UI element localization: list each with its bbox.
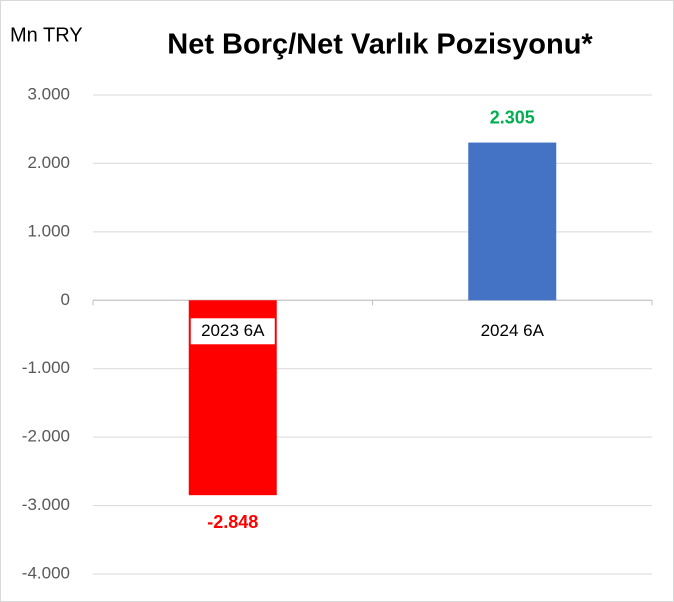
y-tick-label: -2.000 (22, 427, 70, 446)
bar (468, 142, 557, 301)
y-tick-label: -3.000 (22, 495, 70, 514)
x-label-bg (190, 318, 275, 345)
y-tick-label: -4.000 (22, 563, 70, 582)
x-tick-label: 2023 6A (201, 321, 265, 340)
y-tick-label: 0 (61, 290, 70, 309)
value-label: 2.305 (490, 107, 535, 127)
value-label: -2.848 (207, 512, 258, 532)
y-axis-label: Mn TRY (10, 24, 83, 46)
x-tick-label: 2024 6A (481, 321, 545, 340)
chart-title: Net Borç/Net Varlık Pozisyonu* (167, 29, 593, 61)
y-tick-label: 2.000 (27, 153, 70, 172)
y-tick-label: 1.000 (27, 221, 70, 240)
y-tick-label: 3.000 (27, 84, 70, 103)
x-label-bg (470, 318, 555, 345)
y-tick-label: -1.000 (22, 358, 70, 377)
